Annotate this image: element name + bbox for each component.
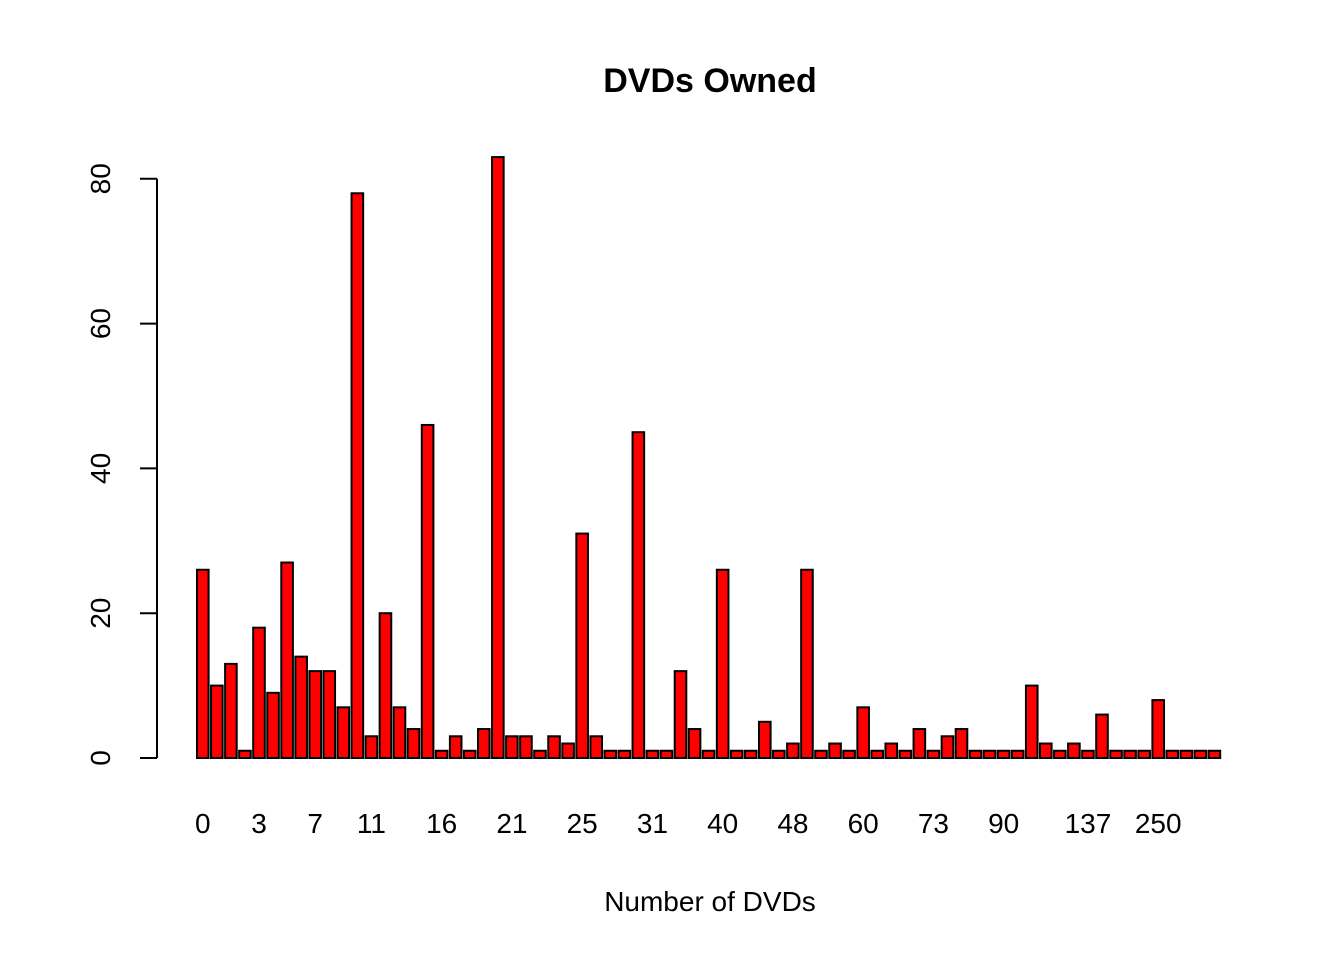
bar-34: [673, 670, 688, 759]
bar-57: [996, 749, 1011, 760]
bar-20: [477, 728, 491, 759]
x-tick-label-48: 48: [777, 808, 808, 839]
y-tick-label-20: 20: [85, 598, 116, 629]
x-tick-label-0: 0: [195, 808, 211, 839]
bar-44: [814, 749, 828, 760]
bar-54: [954, 728, 969, 759]
bar-11: [350, 192, 365, 759]
bar-55: [968, 749, 983, 760]
bar-14: [392, 706, 407, 760]
bar-35: [687, 728, 702, 759]
x-tick-label-31: 31: [637, 808, 668, 839]
y-axis: 0 20 40 60 80: [85, 163, 158, 766]
x-tick-label-16: 16: [426, 808, 457, 839]
bar-71: [1193, 749, 1208, 760]
x-tick-label-25: 25: [567, 808, 598, 839]
bar-13: [378, 612, 393, 760]
x-tick-label-21: 21: [496, 808, 527, 839]
bar-15: [406, 728, 421, 759]
x-tick-labels: 0 3 7 11 16 21 25 31 40 48 60 73 90 137 250: [195, 808, 1182, 839]
bar-24: [533, 749, 547, 760]
x-tick-label-40: 40: [707, 808, 738, 839]
bar-28: [589, 735, 604, 760]
y-tick-label-0: 0: [85, 750, 116, 766]
bar-50: [898, 749, 913, 760]
bar-67: [1137, 749, 1151, 760]
bar-69: [1165, 749, 1180, 760]
bar-51: [912, 728, 927, 759]
bar-56: [982, 749, 997, 760]
bar-0: [196, 568, 210, 760]
bar-42: [786, 742, 800, 760]
x-axis-label: Number of DVDs: [604, 886, 816, 917]
bar-59: [1024, 684, 1039, 759]
bar-38: [729, 749, 744, 760]
bar-29: [603, 749, 618, 760]
bar-63: [1081, 749, 1095, 760]
x-tick-label-3: 3: [251, 808, 267, 839]
bar-39: [743, 749, 758, 760]
bar-72: [1207, 749, 1222, 760]
bar-8: [308, 670, 322, 759]
bar-62: [1067, 742, 1081, 760]
bar-46: [842, 749, 856, 760]
bar-2: [224, 662, 238, 760]
bar-43: [800, 568, 814, 760]
bar-70: [1179, 749, 1194, 760]
bar-27: [575, 532, 589, 759]
x-tick-label-250: 250: [1135, 808, 1182, 839]
bar-7: [294, 655, 308, 760]
bar-49: [884, 742, 899, 760]
bar-37: [715, 568, 730, 760]
bar-36: [701, 749, 716, 760]
bar-12: [364, 735, 379, 760]
bar-58: [1010, 749, 1025, 760]
x-tick-label-60: 60: [848, 808, 879, 839]
x-tick-label-137: 137: [1065, 808, 1112, 839]
y-tick-label-40: 40: [85, 453, 116, 484]
bar-22: [505, 735, 519, 760]
bar-19: [462, 749, 477, 760]
bar-3: [238, 749, 252, 760]
bar-66: [1123, 749, 1137, 760]
x-tick-label-11: 11: [357, 808, 386, 839]
bar-47: [856, 706, 870, 760]
bar-23: [519, 735, 533, 760]
bar-4: [252, 626, 266, 759]
bar-41: [772, 749, 786, 760]
bar-33: [659, 749, 674, 760]
bar-9: [322, 670, 337, 759]
bar-65: [1109, 749, 1123, 760]
x-tick-label-90: 90: [988, 808, 1019, 839]
bar-52: [926, 749, 941, 760]
chart-title: DVDs Owned: [603, 62, 816, 100]
bar-18: [448, 735, 463, 760]
bar-60: [1039, 742, 1053, 760]
bar-31: [631, 431, 646, 759]
bar-25: [547, 735, 561, 760]
bar-30: [617, 749, 632, 760]
bar-40: [758, 720, 772, 759]
bar-17: [434, 749, 449, 760]
bar-26: [561, 742, 575, 760]
bar-45: [828, 742, 842, 760]
y-tick-label-80: 80: [85, 163, 116, 194]
bar-21: [491, 156, 505, 759]
bar-68: [1151, 699, 1166, 760]
y-tick-label-60: 60: [85, 308, 116, 339]
bar-1: [210, 684, 224, 759]
bar-53: [940, 735, 955, 760]
bar-6: [280, 561, 294, 760]
bar-48: [870, 749, 885, 760]
x-tick-label-73: 73: [918, 808, 949, 839]
bar-5: [266, 691, 280, 760]
bars-group: [196, 156, 1222, 760]
bar-10: [336, 706, 351, 760]
bar-16: [420, 423, 435, 759]
bar-64: [1095, 713, 1109, 759]
bar-61: [1053, 749, 1067, 760]
x-tick-label-7: 7: [307, 808, 323, 839]
bar-32: [645, 749, 660, 760]
